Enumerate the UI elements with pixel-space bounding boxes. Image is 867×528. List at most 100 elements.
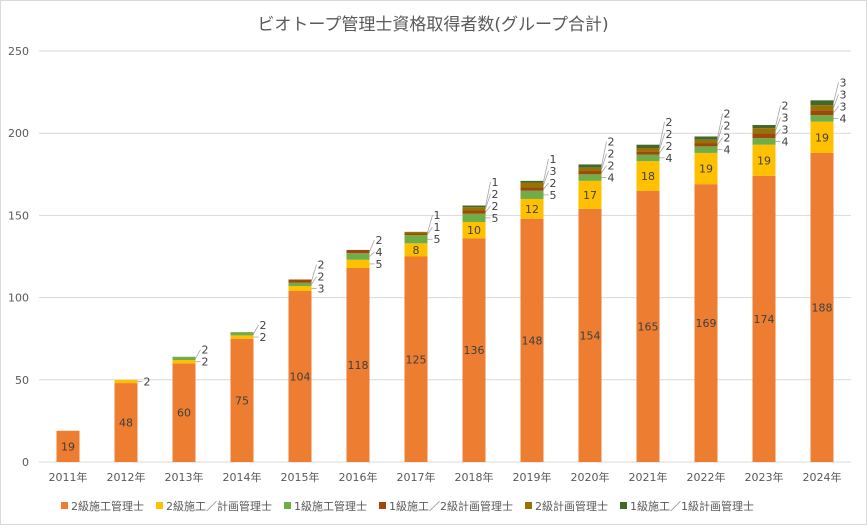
bar-segment bbox=[636, 151, 660, 155]
data-label: 136 bbox=[464, 344, 485, 357]
data-label: 3 bbox=[782, 123, 789, 136]
bar-segment bbox=[694, 143, 718, 147]
data-label: 1 bbox=[434, 209, 441, 222]
bar-segment bbox=[520, 190, 544, 199]
bar-segment bbox=[636, 161, 660, 191]
data-label: 4 bbox=[666, 152, 673, 165]
data-label: 125 bbox=[406, 353, 427, 366]
y-tick-label: 100 bbox=[8, 292, 29, 305]
bar-segment bbox=[578, 171, 602, 175]
y-tick-label: 200 bbox=[8, 127, 29, 140]
data-label: 18 bbox=[641, 170, 655, 183]
legend-label: 1級施工／2級計画管理士 bbox=[389, 499, 513, 513]
legend-swatch bbox=[284, 502, 291, 509]
bar-segment bbox=[810, 121, 834, 153]
data-label: 5 bbox=[550, 189, 557, 202]
bar-segment bbox=[694, 136, 718, 140]
bar-segment bbox=[578, 180, 602, 209]
data-label: 19 bbox=[61, 440, 75, 453]
legend-swatch bbox=[379, 502, 386, 509]
chart-title: ビオトープ管理士資格取得者数(グループ合計) bbox=[257, 15, 608, 35]
data-label: 2 bbox=[202, 356, 209, 369]
data-label: 2 bbox=[376, 234, 383, 247]
data-label: 75 bbox=[235, 394, 249, 407]
data-label: 10 bbox=[467, 224, 481, 237]
data-label: 2 bbox=[202, 344, 209, 357]
data-label: 19 bbox=[699, 163, 713, 176]
x-tick-label: 2013年 bbox=[165, 470, 204, 484]
data-label-leader bbox=[311, 276, 317, 285]
data-label: 60 bbox=[177, 407, 191, 420]
bar-segment bbox=[578, 164, 602, 168]
x-tick-label: 2016年 bbox=[339, 470, 378, 484]
bar-segment bbox=[810, 100, 834, 106]
data-label: 48 bbox=[119, 417, 133, 430]
bar-segment bbox=[810, 115, 834, 122]
data-label: 5 bbox=[492, 212, 499, 225]
y-tick-label: 250 bbox=[8, 45, 29, 58]
data-label: 4 bbox=[376, 246, 383, 259]
data-label: 2 bbox=[608, 160, 615, 173]
bar-segment bbox=[462, 205, 486, 208]
bar-segment bbox=[636, 190, 660, 463]
data-label: 1 bbox=[550, 153, 557, 166]
bar-segment bbox=[230, 332, 254, 336]
data-label-leader bbox=[775, 117, 781, 131]
bar-segment bbox=[346, 259, 370, 269]
bar-segment bbox=[288, 286, 312, 292]
legend-swatch bbox=[525, 502, 532, 509]
data-label-leader bbox=[427, 215, 433, 233]
data-label: 2 bbox=[318, 259, 325, 272]
data-label: 2 bbox=[260, 331, 267, 344]
bar-segment bbox=[346, 249, 370, 254]
bar-segment bbox=[462, 210, 486, 214]
bar-segment bbox=[462, 213, 486, 222]
bar-segment bbox=[172, 356, 196, 361]
legend-swatch bbox=[156, 502, 163, 509]
bar-segment bbox=[810, 110, 834, 116]
data-label: 2 bbox=[724, 120, 731, 133]
bar-segment bbox=[404, 231, 428, 234]
bar-segment bbox=[346, 253, 370, 260]
data-label: 4 bbox=[840, 112, 847, 125]
bar-segment bbox=[520, 187, 544, 191]
data-label: 2 bbox=[666, 128, 673, 141]
legend-label: 2級計画管理士 bbox=[535, 499, 608, 513]
data-label: 2 bbox=[666, 116, 673, 129]
legend-label: 1級施工管理士 bbox=[294, 499, 367, 513]
bar-segment bbox=[810, 152, 834, 463]
bar-segment bbox=[752, 144, 776, 176]
bar-segment bbox=[810, 105, 834, 111]
legend-label: 2級施工／計画管理士 bbox=[166, 499, 272, 513]
data-label-leader bbox=[775, 105, 781, 127]
data-label: 5 bbox=[376, 258, 383, 271]
x-tick-label: 2017年 bbox=[397, 470, 436, 484]
x-tick-label: 2020年 bbox=[571, 470, 610, 484]
bar-segment bbox=[520, 218, 544, 462]
data-label: 154 bbox=[580, 329, 601, 342]
x-tick-label: 2023年 bbox=[745, 470, 784, 484]
bar-segment bbox=[752, 133, 776, 139]
data-label: 1 bbox=[434, 221, 441, 234]
data-label: 2 bbox=[260, 319, 267, 332]
data-label: 3 bbox=[782, 111, 789, 124]
data-label-leader bbox=[427, 227, 433, 235]
bar-segment bbox=[520, 180, 544, 183]
data-label: 2 bbox=[492, 188, 499, 201]
data-label: 3 bbox=[550, 165, 557, 178]
bar-segment bbox=[288, 279, 312, 283]
data-label-leader bbox=[601, 141, 607, 167]
data-label-leader bbox=[543, 158, 549, 182]
legend-label: 1級施工／1級計画管理士 bbox=[630, 499, 754, 513]
data-label-leader bbox=[485, 181, 491, 207]
data-label: 5 bbox=[434, 233, 441, 246]
data-label: 2 bbox=[724, 132, 731, 145]
data-label-leader bbox=[485, 205, 491, 213]
x-tick-label: 2019年 bbox=[513, 470, 552, 484]
data-label-leader bbox=[369, 251, 375, 257]
bar-segment bbox=[288, 291, 312, 462]
data-label-leader bbox=[659, 145, 665, 154]
data-label: 1 bbox=[492, 176, 499, 189]
x-tick-label: 2024年 bbox=[803, 470, 842, 484]
